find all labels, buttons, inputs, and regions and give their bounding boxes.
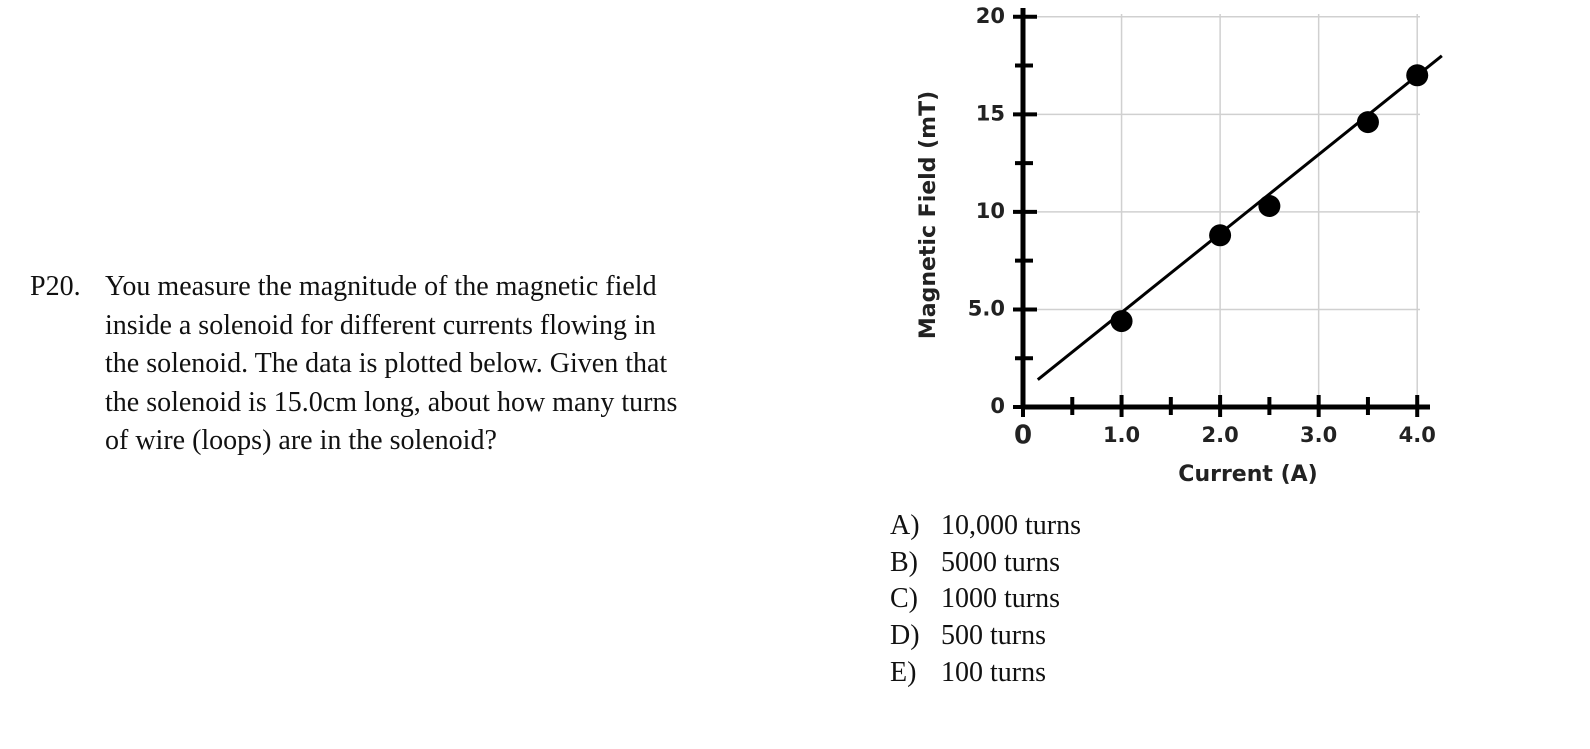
data-point (1258, 195, 1281, 218)
data-point (1110, 310, 1133, 333)
y-axis-label: Magnetic Field (mT) (916, 91, 941, 339)
y-tick-label: 5.0 (968, 296, 1005, 320)
choice-letter: B) (890, 546, 918, 578)
fit-line (1036, 54, 1443, 381)
question-line: the solenoid. The data is plotted below.… (105, 348, 668, 380)
y-tick-label: 0 (990, 394, 1005, 418)
question-line: the solenoid is 15.0cm long, about how m… (105, 386, 678, 418)
choice-text: 1000 turns (941, 583, 1060, 615)
data-point (1356, 111, 1379, 134)
choice-text: 10,000 turns (941, 510, 1081, 541)
choice-letter: C) (890, 583, 918, 615)
question-line: of wire (loops) are in the solenoid? (105, 425, 497, 457)
question-number: P20. (30, 271, 81, 302)
choice-letter: D) (890, 620, 920, 652)
x-axis-label: Current (A) (1178, 462, 1317, 487)
question-line: inside a solenoid for different currents… (105, 309, 656, 341)
x-tick-label: 1.0 (1103, 423, 1140, 447)
x-tick-label: 4.0 (1399, 423, 1436, 447)
x-tick-label: 0 (1014, 421, 1032, 451)
choice-letter: A) (890, 510, 920, 541)
choice-text: 5000 turns (941, 546, 1060, 578)
choice-text: 500 turns (941, 620, 1046, 652)
x-tick-label: 3.0 (1300, 423, 1337, 447)
choice-letter: E) (890, 656, 917, 688)
question-line: You measure the magnitude of the magneti… (105, 271, 657, 302)
x-tick-label: 2.0 (1202, 423, 1239, 447)
y-tick-label: 15 (976, 101, 1005, 125)
y-tick-label: 20 (976, 4, 1005, 28)
choice-text: 100 turns (941, 656, 1046, 688)
data-point (1209, 224, 1232, 247)
y-tick-label: 10 (976, 199, 1005, 223)
data-point (1406, 64, 1429, 87)
